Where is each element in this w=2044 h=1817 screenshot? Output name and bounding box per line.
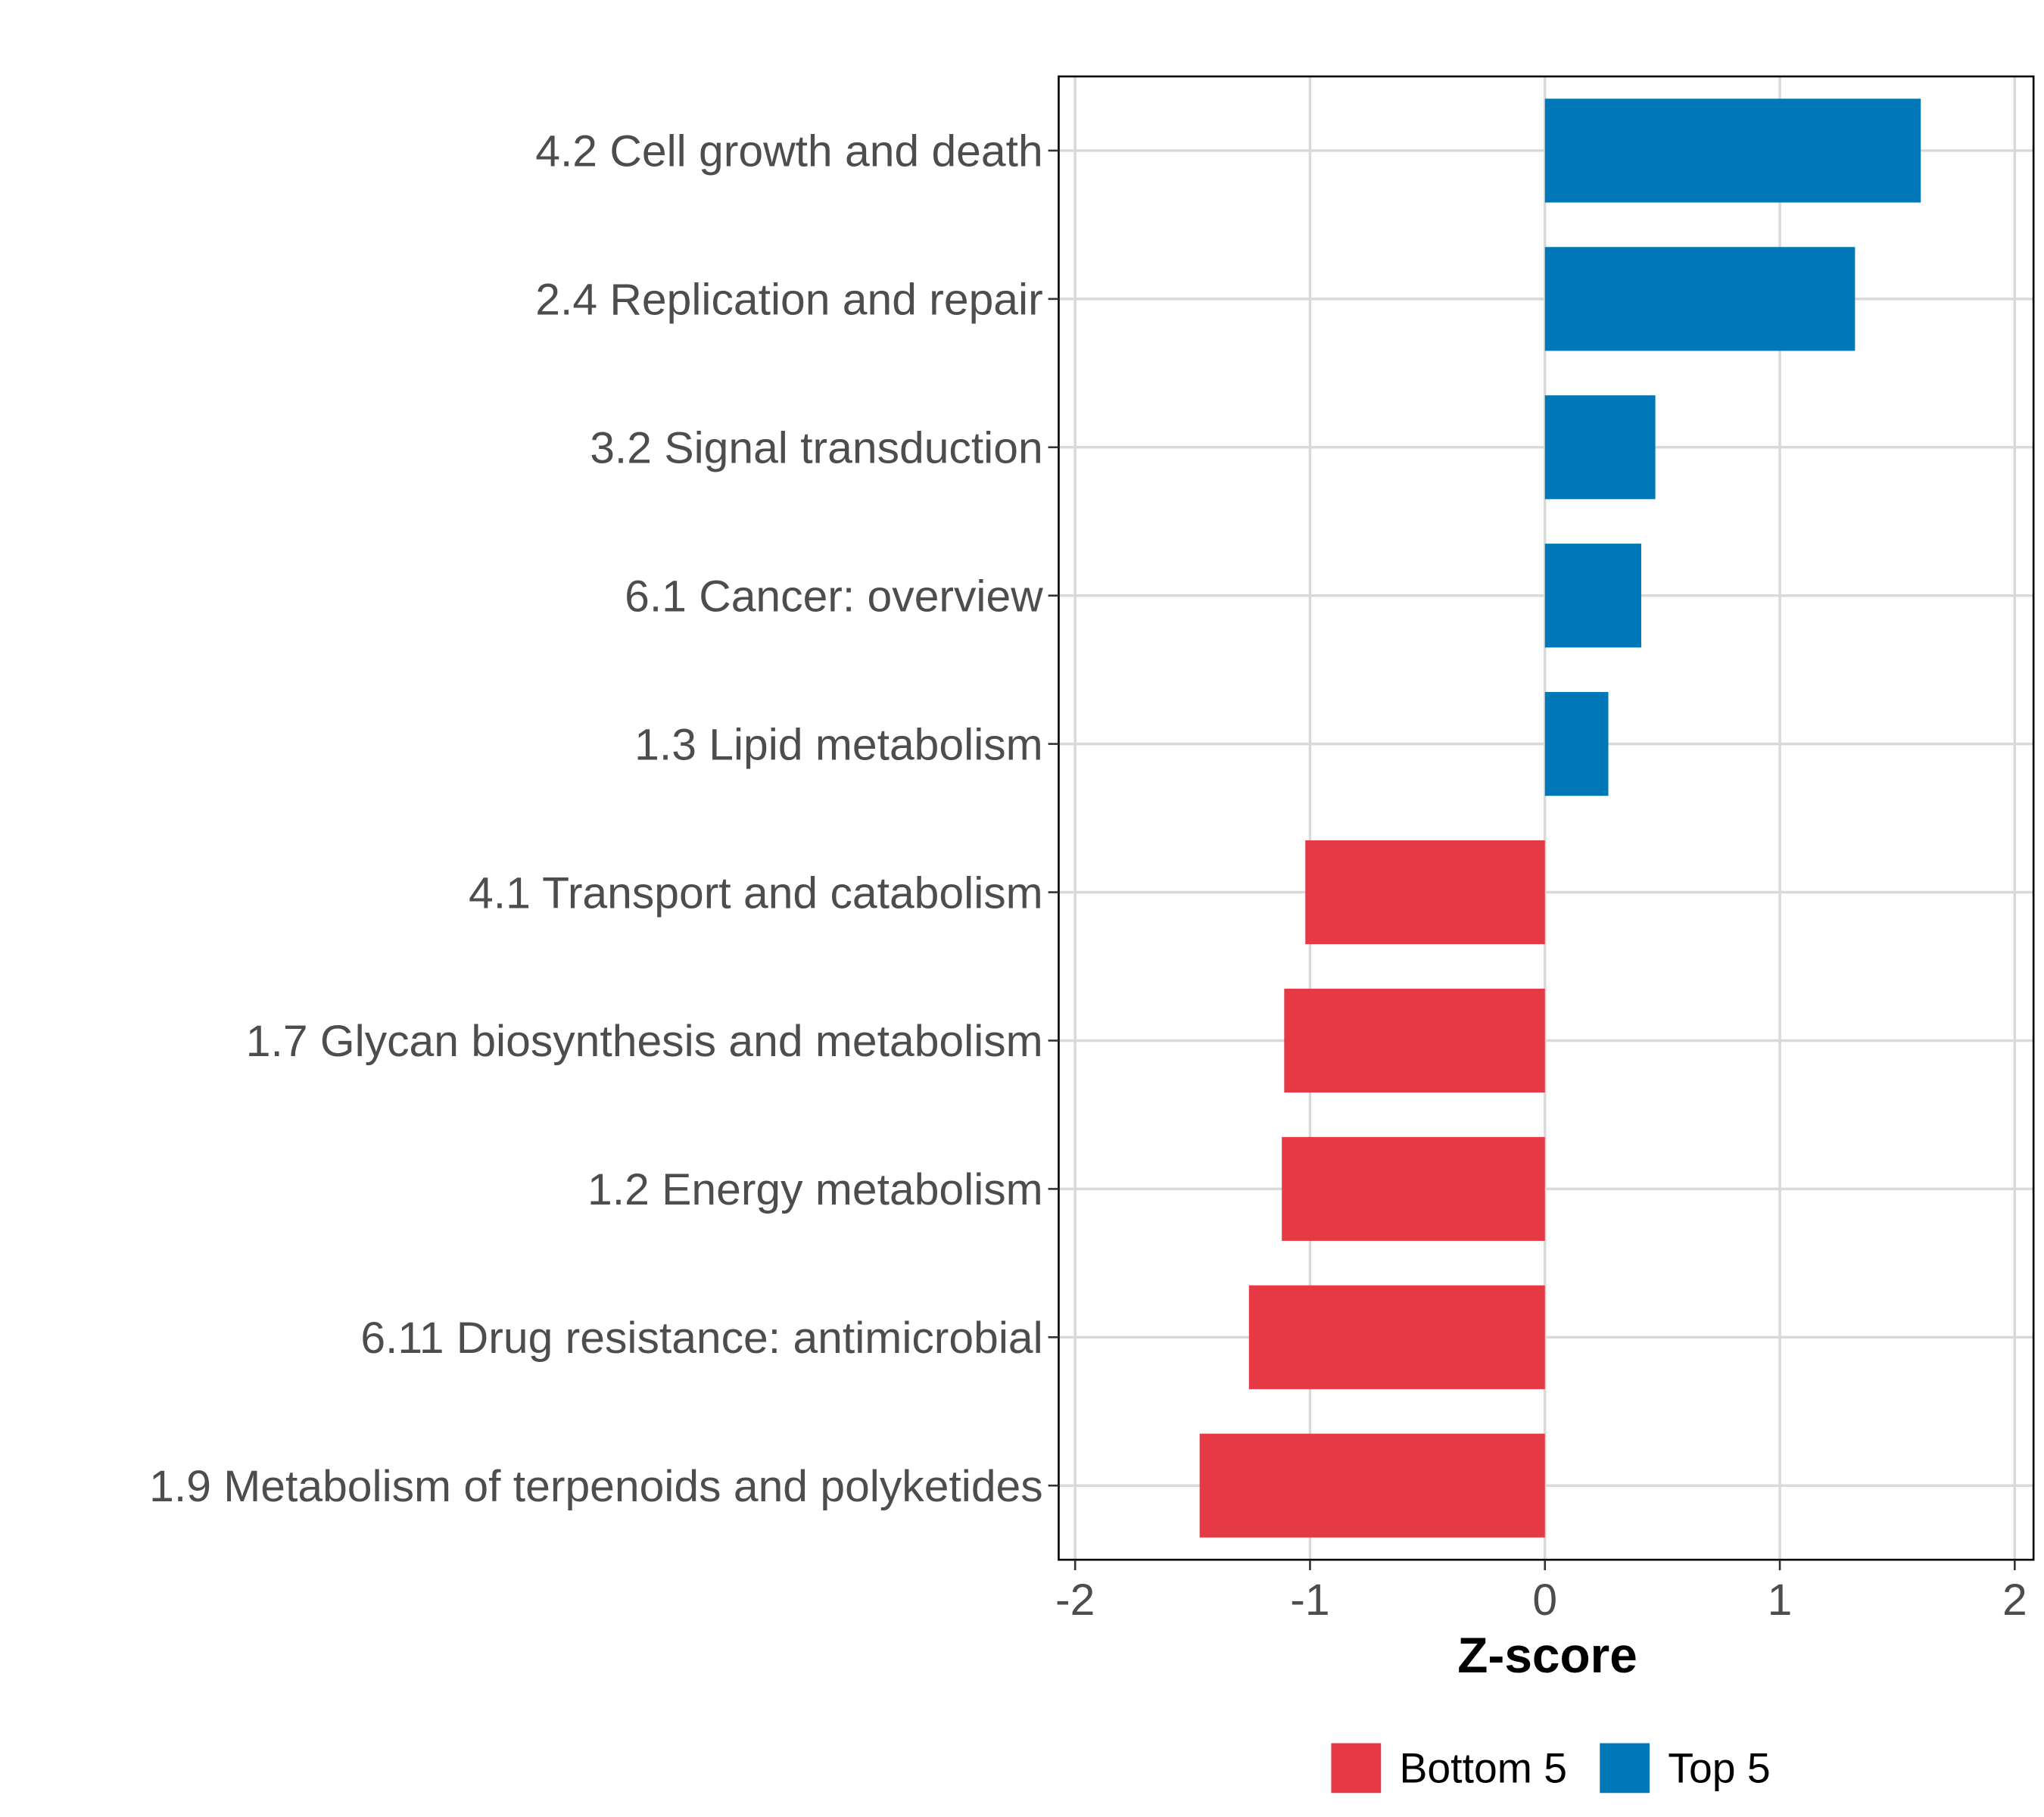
y-tick-label: 6.11 Drug resistance: antimicrobial: [360, 1314, 1042, 1363]
bar: [1305, 840, 1545, 945]
x-axis: -2 -1 0 1 2: [1055, 1560, 2027, 1625]
legend-swatch-top5: [1600, 1743, 1650, 1794]
bars: [1199, 98, 1921, 1538]
y-tick-label: 1.2 Energy metabolism: [587, 1165, 1043, 1214]
x-tick-label: 0: [1532, 1575, 1557, 1625]
x-tick-label: -2: [1055, 1575, 1095, 1625]
y-tick-label: 1.9 Metabolism of terpenoids and polyket…: [149, 1462, 1043, 1511]
bar: [1544, 395, 1656, 500]
legend-swatch-bottom5: [1331, 1743, 1382, 1794]
legend-label-top5: Top 5: [1668, 1744, 1770, 1791]
bar: [1282, 1136, 1545, 1241]
bar: [1544, 247, 1855, 351]
y-tick-label: 4.2 Cell growth and death: [535, 127, 1042, 176]
bar: [1544, 692, 1609, 796]
bar: [1284, 988, 1545, 1093]
x-tick-label: -1: [1290, 1575, 1329, 1625]
y-tick-label: 3.2 Signal transduction: [590, 424, 1042, 473]
y-tick-label: 6.1 Cancer: overview: [625, 572, 1043, 621]
x-tick-label: 1: [1768, 1575, 1793, 1625]
bar: [1544, 544, 1641, 648]
y-tick-label: 2.4 Replication and repair: [535, 276, 1042, 325]
x-axis-label: Z-score: [1457, 1627, 1637, 1683]
legend-label-bottom5: Bottom 5: [1399, 1744, 1567, 1791]
panel-border: [1058, 75, 2035, 1561]
legend: Bottom 5 Top 5: [1331, 1743, 1771, 1794]
bar: [1199, 1433, 1545, 1538]
y-axis: 4.2 Cell growth and death 2.4 Replication…: [149, 127, 1059, 1511]
y-tick-label: 1.3 Lipid metabolism: [634, 720, 1043, 769]
y-tick-label: 1.7 Glycan biosynthesis and metabolism: [246, 1017, 1043, 1066]
bar: [1248, 1285, 1545, 1389]
y-tick-label: 4.1 Transport and catabolism: [469, 868, 1043, 918]
bar: [1544, 98, 1921, 203]
x-tick-label: 2: [2002, 1575, 2027, 1625]
